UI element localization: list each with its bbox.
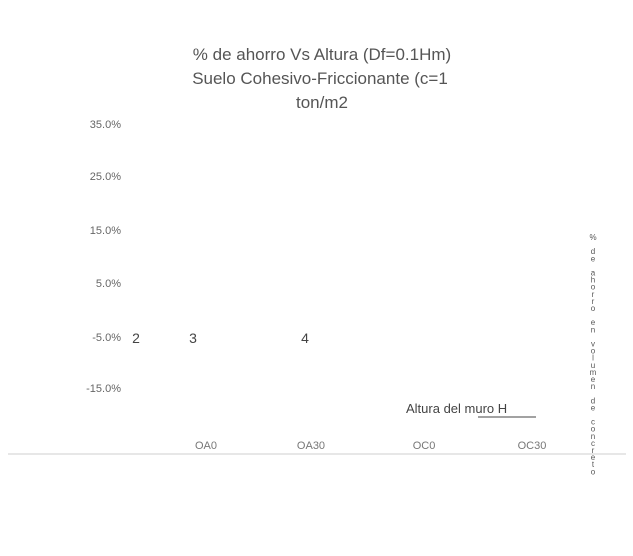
x-axis-number-label: 3 xyxy=(189,330,197,346)
legend-entry: OC0 xyxy=(413,440,436,452)
y-tick-label: 25.0% xyxy=(90,171,121,183)
y-tick-label: -15.0% xyxy=(86,383,121,395)
y-tick-label: -5.0% xyxy=(92,332,121,344)
y-tick-label: 35.0% xyxy=(90,119,121,131)
chart-title-line-3: ton/m2 xyxy=(296,93,348,112)
x-axis-title: Altura del muro H xyxy=(406,401,507,416)
y-tick-label: 15.0% xyxy=(90,225,121,237)
chart-title-line-1: % de ahorro Vs Altura (Df=0.1Hm) xyxy=(193,45,451,64)
y-tick-label: 5.0% xyxy=(96,278,121,290)
legend-entry: OA30 xyxy=(297,440,325,452)
x-axis-number-label: 4 xyxy=(301,330,309,346)
chart-title-line-2: Suelo Cohesivo-Friccionante (c=1 xyxy=(192,69,448,88)
x-axis-number-label: 2 xyxy=(132,330,140,346)
legend-entry: OA0 xyxy=(195,440,217,452)
legend-entry: OC30 xyxy=(518,440,547,452)
